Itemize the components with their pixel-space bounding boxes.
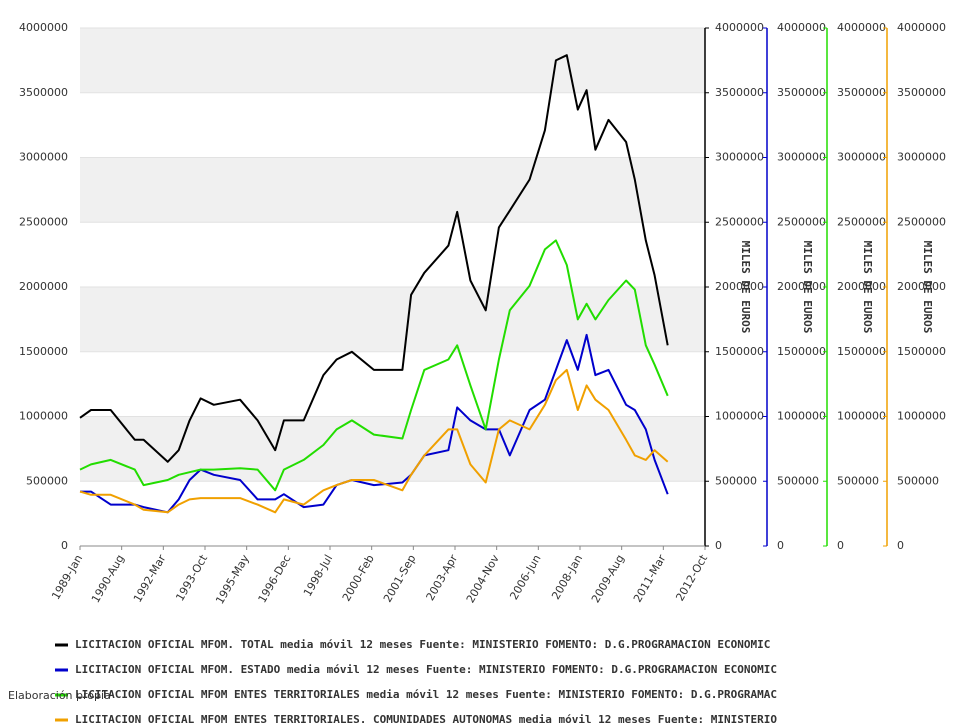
x-tick-label: 2009-Aug <box>589 553 627 606</box>
right-tick-label: 3500000 <box>897 86 946 99</box>
x-tick-label: 1993-Oct <box>173 552 210 604</box>
series-line <box>79 239 669 492</box>
right-tick-label: 2500000 <box>777 215 826 228</box>
right-tick-label: 3500000 <box>777 86 826 99</box>
right-tick-label: 1000000 <box>837 410 886 423</box>
right-tick-label: 2500000 <box>897 215 946 228</box>
y-tick-label: 4000000 <box>19 21 68 34</box>
right-axis-title: MILES DE EUROS <box>801 241 814 334</box>
right-tick-label: 1000000 <box>715 410 764 423</box>
right-tick-label: 3000000 <box>897 151 946 164</box>
right-tick-label: 0 <box>715 539 722 552</box>
y-tick-label: 1000000 <box>19 410 68 423</box>
x-tick-label: 2011-Mar <box>631 552 669 605</box>
right-tick-label: 1000000 <box>897 410 946 423</box>
y-tick-label: 500000 <box>26 474 68 487</box>
right-tick-label: 0 <box>837 539 844 552</box>
x-tick-label: 1990-Aug <box>89 553 127 606</box>
right-tick-label: 4000000 <box>837 21 886 34</box>
x-tick-label: 2004-Nov <box>464 552 502 605</box>
legend-label: LICITACION OFICIAL MFOM. TOTAL media móv… <box>75 638 770 651</box>
x-tick-label: 1989-Jan <box>49 552 85 601</box>
x-tick-label: 2006-Jun <box>507 552 543 602</box>
x-tick-label: 2000-Feb <box>340 552 377 603</box>
grid-band <box>80 287 705 352</box>
grid-band <box>80 416 705 482</box>
right-tick-label: 1000000 <box>777 410 826 423</box>
y-tick-label: 3500000 <box>19 86 68 99</box>
right-tick-label: 500000 <box>897 474 939 487</box>
note: Elaboración propia <box>8 689 111 702</box>
series-line <box>79 368 669 514</box>
right-tick-label: 3500000 <box>715 86 764 99</box>
right-tick-label: 4000000 <box>715 21 764 34</box>
right-tick-label: 0 <box>777 539 784 552</box>
x-tick-label: 1998-Jul <box>301 553 335 599</box>
right-axis-title: MILES DE EUROS <box>861 241 874 334</box>
series-line <box>79 54 669 463</box>
right-tick-label: 2000000 <box>897 280 946 293</box>
right-tick-label: 500000 <box>715 474 757 487</box>
x-tick-label: 1995-May <box>213 552 252 606</box>
y-tick-label: 2500000 <box>19 215 68 228</box>
right-axis-title: MILES DE EUROS <box>739 241 752 334</box>
x-tick-label: 2012-Oct <box>673 552 710 604</box>
right-tick-label: 1500000 <box>837 345 886 358</box>
y-tick-label: 0 <box>61 539 68 552</box>
right-tick-label: 2000000 <box>777 280 826 293</box>
right-tick-label: 3500000 <box>837 86 886 99</box>
right-tick-label: 2000000 <box>715 280 764 293</box>
right-tick-label: 3000000 <box>715 151 764 164</box>
right-tick-label: 0 <box>897 539 904 552</box>
x-tick-label: 2003-Apr <box>424 552 461 603</box>
right-tick-label: 500000 <box>777 474 819 487</box>
right-tick-label: 1500000 <box>897 345 946 358</box>
right-tick-label: 3000000 <box>777 151 826 164</box>
right-tick-label: 3000000 <box>837 151 886 164</box>
right-axis-title: MILES DE EUROS <box>921 241 934 334</box>
y-tick-label: 3000000 <box>19 151 68 164</box>
right-tick-label: 4000000 <box>897 21 946 34</box>
right-tick-label: 2000000 <box>837 280 886 293</box>
right-tick-label: 2500000 <box>715 215 764 228</box>
right-tick-label: 2500000 <box>837 215 886 228</box>
x-tick-label: 1992-Mar <box>131 552 169 605</box>
x-tick-label: 2001-Sep <box>381 552 419 604</box>
right-tick-label: 1500000 <box>777 345 826 358</box>
x-tick-label: 2008-Jan <box>549 552 585 601</box>
legend-label: LICITACION OFICIAL MFOM ENTES TERRITORIA… <box>75 713 777 725</box>
right-tick-label: 500000 <box>837 474 879 487</box>
grid-band <box>80 28 705 93</box>
y-tick-label: 2000000 <box>19 280 68 293</box>
legend-label: LICITACION OFICIAL MFOM ENTES TERRITORIA… <box>75 688 777 701</box>
grid-band <box>80 157 705 223</box>
x-tick-label: 1996-Dec <box>256 553 294 606</box>
right-tick-label: 1500000 <box>715 345 764 358</box>
y-tick-label: 1500000 <box>19 345 68 358</box>
right-tick-label: 4000000 <box>777 21 826 34</box>
legend-label: LICITACION OFICIAL MFOM. ESTADO media mó… <box>75 663 777 676</box>
